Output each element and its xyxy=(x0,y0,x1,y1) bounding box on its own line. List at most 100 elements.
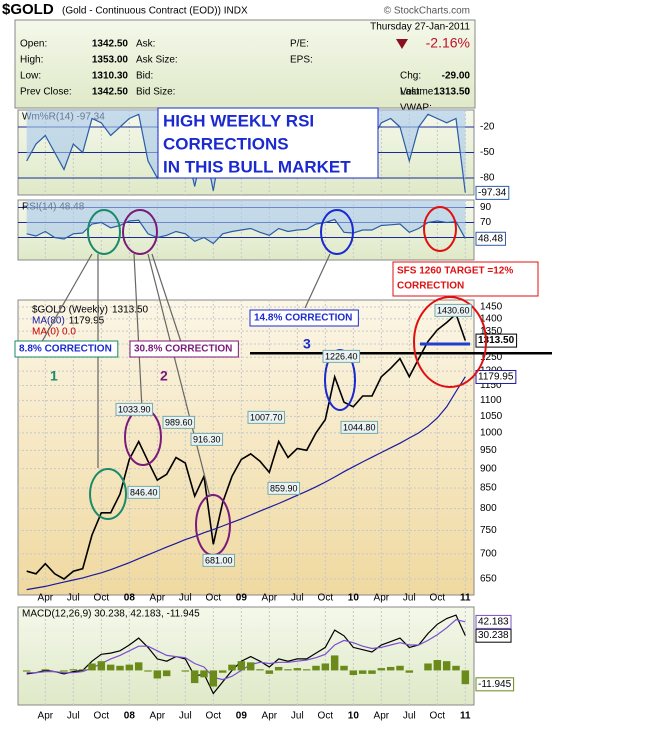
histogram-bar xyxy=(78,669,87,671)
symbol: $GOLD xyxy=(2,1,54,18)
legend-name: $GOLD (Weekly) xyxy=(32,305,108,316)
y-tick-label: 750 xyxy=(480,525,497,536)
correction-label: 30.8% CORRECTION xyxy=(134,344,232,355)
histogram-bar xyxy=(386,666,395,671)
histogram-bar xyxy=(218,670,227,673)
last-value-tag: 42.183 xyxy=(478,616,509,627)
pointer-line xyxy=(304,253,331,309)
x-tick-label: 08 xyxy=(124,593,136,604)
series-line xyxy=(26,614,466,695)
change: -2.16% xyxy=(426,35,470,51)
histogram-bar xyxy=(209,670,218,687)
pointer-line xyxy=(147,253,211,498)
headline: IN THIS BULL MARKET xyxy=(163,157,351,176)
y-tick-label: -20 xyxy=(480,122,495,133)
histogram-bar xyxy=(312,665,320,671)
x-tick-label: 09 xyxy=(236,711,248,722)
pointer-line xyxy=(151,253,183,346)
x-tick-label: Jul xyxy=(403,593,416,604)
histogram-bar xyxy=(181,670,190,672)
x-tick-label: Jul xyxy=(291,711,304,722)
x-tick-label: Oct xyxy=(206,593,222,604)
panel-bg xyxy=(17,606,475,706)
highlight-circle xyxy=(87,209,121,255)
y-tick-label: 1000 xyxy=(480,428,503,439)
tag-box xyxy=(475,369,517,384)
last-value-tag: -97.34 xyxy=(478,187,507,198)
y-tick-label: 900 xyxy=(480,463,497,474)
quote-value: 1342.50 xyxy=(92,39,129,50)
histogram-bar xyxy=(330,655,339,671)
quote-label: P/E: xyxy=(290,39,309,50)
quote-label: Last: xyxy=(400,87,422,98)
histogram-bar xyxy=(162,670,171,677)
x-tick-label: Oct xyxy=(430,593,446,604)
histogram-bar xyxy=(22,670,31,672)
correction-label: 14.8% CORRECTION xyxy=(254,313,352,324)
histogram-bar xyxy=(302,669,311,671)
target-label: SFS 1260 TARGET =12% xyxy=(397,266,513,277)
histogram-bar xyxy=(405,670,414,673)
quote-label: VWAP: xyxy=(400,103,432,114)
price-label: 1044.80 xyxy=(343,422,376,432)
legend-extra: MA(0) 0.0 xyxy=(32,327,76,338)
histogram-bar xyxy=(69,669,78,671)
histogram-bar xyxy=(265,670,274,674)
highlight-circle xyxy=(320,209,354,255)
histogram-bar xyxy=(284,669,292,671)
correction-box xyxy=(14,340,119,358)
quote-label: Chg: xyxy=(400,71,421,82)
quote-label: Ask: xyxy=(136,39,155,50)
y-tick-label: 90 xyxy=(480,202,492,213)
target-box xyxy=(392,261,539,297)
y-tick-label: -50 xyxy=(480,147,495,158)
histogram-bar xyxy=(293,668,302,671)
x-tick-label: Jul xyxy=(67,593,80,604)
histogram-bar xyxy=(106,664,115,671)
histogram-bar xyxy=(144,670,152,672)
quote-label: Open: xyxy=(20,39,47,50)
y-tick-label: 1400 xyxy=(480,313,503,324)
histogram-bar xyxy=(377,668,386,671)
headline: HIGH WEEKLY RSI xyxy=(163,111,314,130)
correction-box xyxy=(249,309,359,327)
correction-box xyxy=(129,340,239,358)
x-tick-label: Apr xyxy=(38,593,54,604)
volume-label: Volume: xyxy=(400,87,436,98)
pointer-line xyxy=(39,253,93,346)
histogram-bar xyxy=(256,669,264,671)
histogram-bar xyxy=(41,669,50,671)
x-tick-label: Oct xyxy=(430,711,446,722)
down-arrow xyxy=(396,39,408,49)
x-tick-label: Oct xyxy=(318,593,334,604)
histogram-bar xyxy=(125,664,134,671)
y-tick-label: 1450 xyxy=(480,302,503,313)
wave-label: 1 xyxy=(50,368,58,384)
price-label-box xyxy=(267,481,301,495)
histogram-bar xyxy=(452,665,460,671)
histogram-bar xyxy=(60,670,68,672)
quote-label: Bid: xyxy=(136,71,153,82)
highlight-circle xyxy=(423,206,457,252)
histogram-bar xyxy=(358,670,367,674)
price-label-box xyxy=(115,402,154,416)
histogram-bar xyxy=(200,670,208,678)
quote-label: Prev Close: xyxy=(20,87,72,98)
x-tick-label: Oct xyxy=(94,711,110,722)
y-tick-label: 1350 xyxy=(480,326,503,337)
y-tick-label: 650 xyxy=(480,574,497,585)
tag-box xyxy=(475,614,512,629)
x-tick-label: Apr xyxy=(374,593,390,604)
price-label: 1226.40 xyxy=(325,351,358,361)
price-label: 1007.70 xyxy=(250,412,283,422)
last-value-tag: -11.945 xyxy=(478,679,512,690)
y-tick-label: 850 xyxy=(480,483,497,494)
x-tick-label: Jul xyxy=(179,593,192,604)
price-label-box xyxy=(127,485,161,499)
price-label-box xyxy=(247,410,286,424)
highlight-circle xyxy=(413,296,487,388)
price-label: 1430.60 xyxy=(437,305,470,315)
pointer-line xyxy=(133,253,143,410)
histogram-bar xyxy=(190,670,199,684)
